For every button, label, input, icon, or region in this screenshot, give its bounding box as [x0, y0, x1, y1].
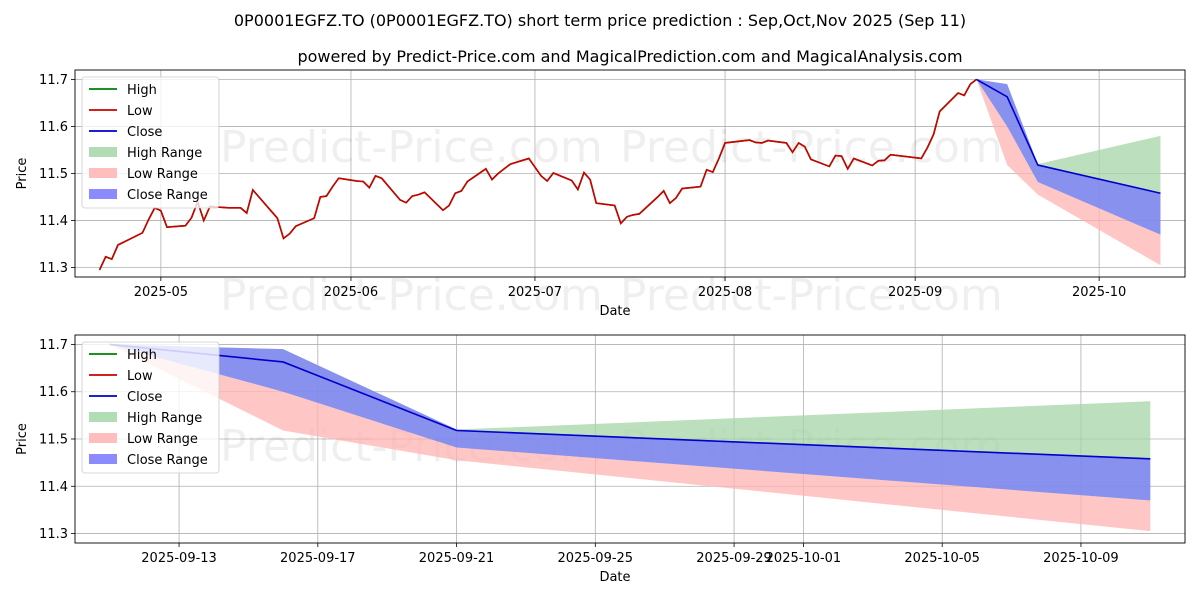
axes-frame [74, 69, 1186, 278]
y-axis-label: Price [15, 158, 30, 190]
y-tick-label: 11.7 [39, 73, 68, 88]
legend-patch-swatch [89, 168, 117, 178]
y-tick-label: 11.3 [39, 527, 68, 542]
x-tick-label: 2025-09-13 [141, 551, 217, 566]
x-axis-label: Date [599, 304, 630, 319]
legend-label: Close Range [127, 453, 208, 468]
y-tick-label: 11.5 [39, 167, 68, 182]
chart-title: 0P0001EGFZ.TO (0P0001EGFZ.TO) short term… [234, 11, 966, 30]
legend-patch-swatch [89, 454, 117, 464]
x-tick-label: 2025-09-29 [696, 551, 772, 566]
watermark-text: Predict-Price.com [220, 270, 603, 321]
legend-label: High [127, 83, 157, 98]
legend-patch-swatch [89, 433, 117, 443]
watermark-text: Predict-Price.com [620, 270, 1003, 321]
x-tick-label: 2025-10-05 [904, 551, 980, 566]
legend-label: Low Range [127, 432, 198, 447]
legend-label: Low Range [127, 167, 198, 182]
y-tick-label: 11.7 [39, 338, 68, 353]
x-tick-label: 2025-09-17 [280, 551, 356, 566]
legend-label: Close Range [127, 188, 208, 203]
legend-label: High Range [127, 146, 202, 161]
legend-label: High [127, 348, 157, 363]
x-tick-label: 2025-06 [324, 285, 378, 300]
x-tick-label: 2025-05 [134, 285, 188, 300]
legend-label: Close [127, 125, 162, 140]
x-tick-label: 2025-09-21 [419, 551, 495, 566]
legend-label: Close [127, 390, 162, 405]
y-tick-label: 11.5 [39, 433, 68, 448]
x-tick-label: 2025-10-01 [766, 551, 842, 566]
x-tick-label: 2025-08 [698, 285, 752, 300]
watermark-text: Predict-Price.com [220, 122, 603, 173]
y-tick-label: 11.4 [39, 214, 68, 229]
low-range-band [109, 344, 1151, 532]
low-series-line [98, 78, 977, 271]
y-axis-label: Price [15, 423, 30, 455]
x-tick-label: 2025-10 [1072, 285, 1126, 300]
x-tick-label: 2025-09-25 [558, 551, 634, 566]
close-series-line [976, 78, 1161, 195]
close-range-band [976, 79, 1161, 235]
chart-subtitle: powered by Predict-Price.com and Magical… [297, 47, 962, 66]
x-axis-label: Date [599, 570, 630, 585]
top-panel: 2025-05 2025-06 2025-07 2025-08 2025-09 2025-… [15, 69, 1186, 321]
legend-patch-swatch [89, 147, 117, 157]
x-tick-label: 2025-09 [888, 285, 942, 300]
plot-area [98, 78, 1161, 271]
y-tick-label: 11.4 [39, 480, 68, 495]
low-range-band [976, 79, 1161, 266]
legend-label: Low [127, 104, 153, 119]
y-tick-label: 11.6 [39, 385, 68, 400]
legend-patch-swatch [89, 189, 117, 199]
y-tick-label: 11.6 [39, 120, 68, 135]
x-tick-label: 2025-07 [508, 285, 562, 300]
legend: High Low Close High Range Low Range Close Ran… [81, 341, 220, 474]
y-tick-label: 11.3 [39, 261, 68, 276]
watermark-text: Predict-Price.com [620, 122, 1003, 173]
legend-patch-swatch [89, 412, 117, 422]
axes-frame [74, 334, 1186, 544]
legend-label: High Range [127, 411, 202, 426]
legend-label: Low [127, 369, 153, 384]
legend: High Low Close High Range Low Range Close Ran… [81, 76, 220, 209]
bottom-panel: 2025-09-13 2025-09-17 2025-09-21 2025-09-25… [15, 334, 1186, 585]
x-tick-label: 2025-10-09 [1043, 551, 1119, 566]
close-range-band [109, 344, 1151, 501]
high-series-line [98, 78, 977, 271]
